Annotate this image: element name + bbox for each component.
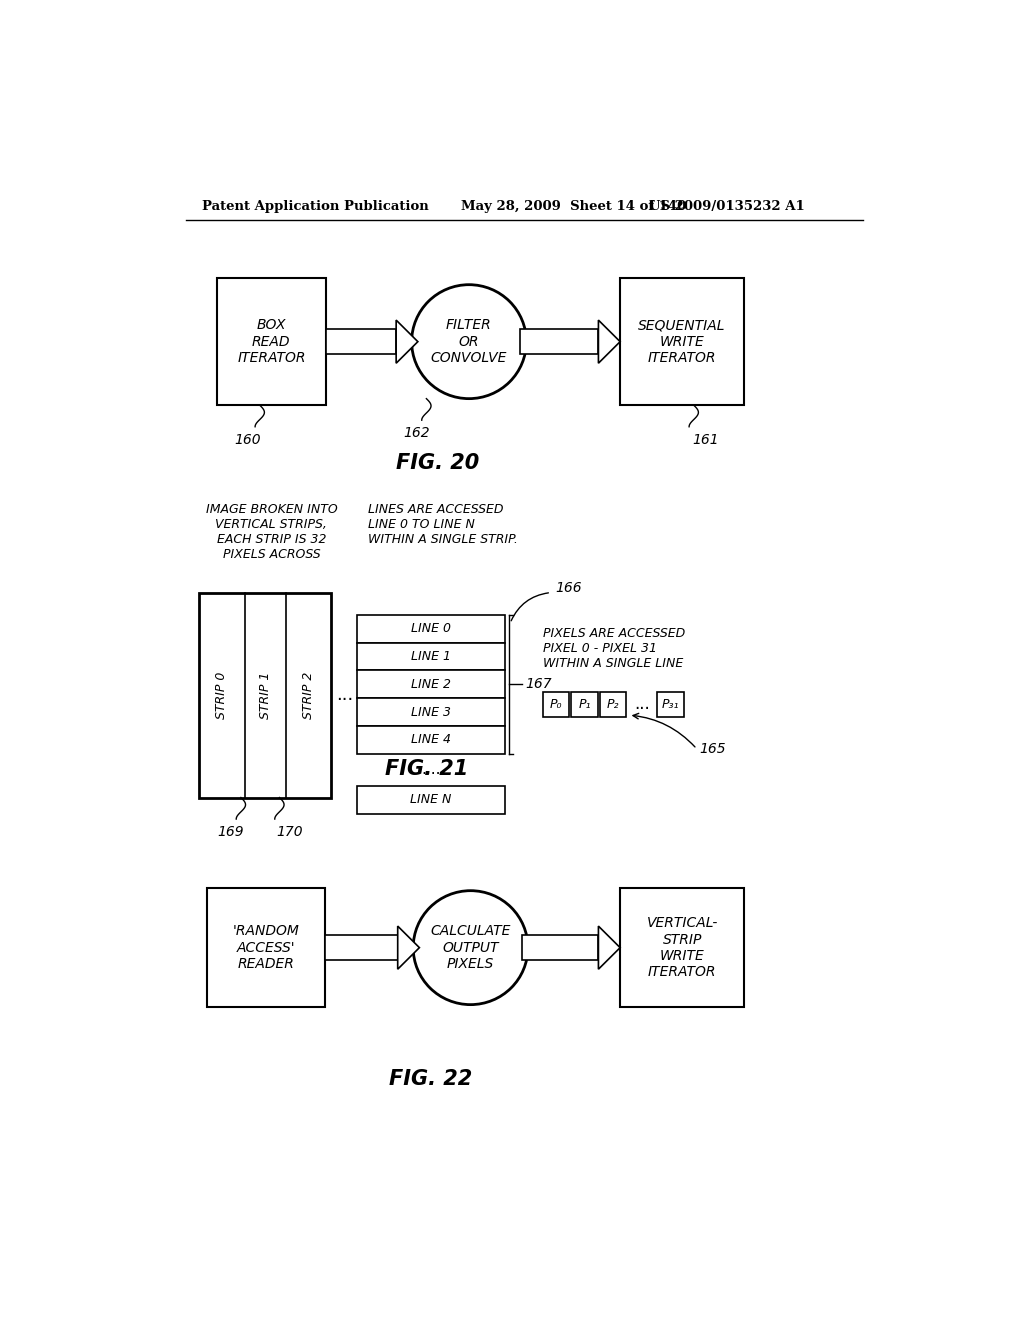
Text: May 28, 2009  Sheet 14 of 140: May 28, 2009 Sheet 14 of 140	[461, 199, 686, 213]
Bar	[520, 330, 598, 354]
Text: P₀: P₀	[550, 698, 562, 711]
Text: 167: 167	[525, 677, 552, 692]
Text: VERTICAL-
STRIP
WRITE
ITERATOR: VERTICAL- STRIP WRITE ITERATOR	[646, 916, 718, 979]
Polygon shape	[598, 321, 621, 363]
Bar	[521, 936, 598, 960]
Text: PIXELS ARE ACCESSED
PIXEL 0 - PIXEL 31
WITHIN A SINGLE LINE: PIXELS ARE ACCESSED PIXEL 0 - PIXEL 31 W…	[543, 627, 685, 669]
Text: ...: ...	[634, 696, 649, 713]
Bar	[356, 615, 506, 643]
Bar	[325, 936, 397, 960]
Text: SEQUENTIAL
WRITE
ITERATOR: SEQUENTIAL WRITE ITERATOR	[638, 318, 726, 364]
Text: IMAGE BROKEN INTO
VERTICAL STRIPS,
EACH STRIP IS 32
PIXELS ACROSS: IMAGE BROKEN INTO VERTICAL STRIPS, EACH …	[206, 503, 337, 561]
Text: P₃₁: P₃₁	[662, 698, 679, 711]
Bar	[207, 888, 325, 1007]
Bar	[621, 279, 744, 405]
Text: P₂: P₂	[607, 698, 620, 711]
Text: 'RANDOM
ACCESS'
READER: 'RANDOM ACCESS' READER	[232, 924, 299, 970]
Bar	[356, 785, 506, 813]
Text: LINE 2: LINE 2	[411, 677, 451, 690]
Text: P₁: P₁	[579, 698, 591, 711]
Polygon shape	[397, 927, 420, 969]
Text: 169: 169	[217, 825, 244, 840]
Polygon shape	[396, 321, 418, 363]
Text: STRIP 1: STRIP 1	[259, 672, 271, 719]
Ellipse shape	[414, 891, 528, 1005]
Text: FIG. 21: FIG. 21	[385, 759, 468, 779]
Text: Patent Application Publication: Patent Application Publication	[202, 199, 428, 213]
Bar	[600, 692, 627, 717]
Text: STRIP 0: STRIP 0	[215, 672, 228, 719]
Text: CALCULATE
OUTPUT
PIXELS: CALCULATE OUTPUT PIXELS	[430, 924, 511, 970]
Text: FIG. 22: FIG. 22	[389, 1069, 472, 1089]
Text: 162: 162	[403, 426, 430, 441]
Bar	[356, 643, 506, 671]
Text: FILTER
OR
CONVOLVE: FILTER OR CONVOLVE	[431, 318, 507, 364]
Text: 166: 166	[555, 581, 582, 595]
Bar	[356, 726, 506, 754]
Bar	[621, 888, 744, 1007]
Text: 165: 165	[699, 742, 726, 756]
Text: ...: ...	[336, 686, 353, 705]
Text: LINE 0: LINE 0	[411, 622, 451, 635]
Bar	[356, 671, 506, 698]
Text: LINES ARE ACCESSED
LINE 0 TO LINE N
WITHIN A SINGLE STRIP.: LINES ARE ACCESSED LINE 0 TO LINE N WITH…	[369, 503, 518, 546]
Text: US 2009/0135232 A1: US 2009/0135232 A1	[649, 199, 805, 213]
Text: ....: ....	[421, 762, 440, 776]
Text: 160: 160	[234, 433, 261, 447]
Polygon shape	[598, 927, 621, 969]
Bar	[326, 330, 396, 354]
Text: LINE N: LINE N	[411, 793, 452, 807]
Bar	[356, 698, 506, 726]
Text: LINE 1: LINE 1	[411, 649, 451, 663]
Ellipse shape	[412, 285, 526, 399]
Bar	[571, 692, 598, 717]
Text: LINE 4: LINE 4	[411, 733, 451, 746]
Text: LINE 3: LINE 3	[411, 705, 451, 718]
Text: BOX
READ
ITERATOR: BOX READ ITERATOR	[238, 318, 305, 364]
Bar	[543, 692, 569, 717]
Text: FIG. 20: FIG. 20	[396, 453, 479, 473]
Text: 170: 170	[276, 825, 303, 840]
Text: 161: 161	[692, 433, 719, 447]
Bar	[217, 279, 326, 405]
Bar	[657, 692, 684, 717]
Text: STRIP 2: STRIP 2	[302, 672, 315, 719]
Bar	[200, 594, 331, 797]
